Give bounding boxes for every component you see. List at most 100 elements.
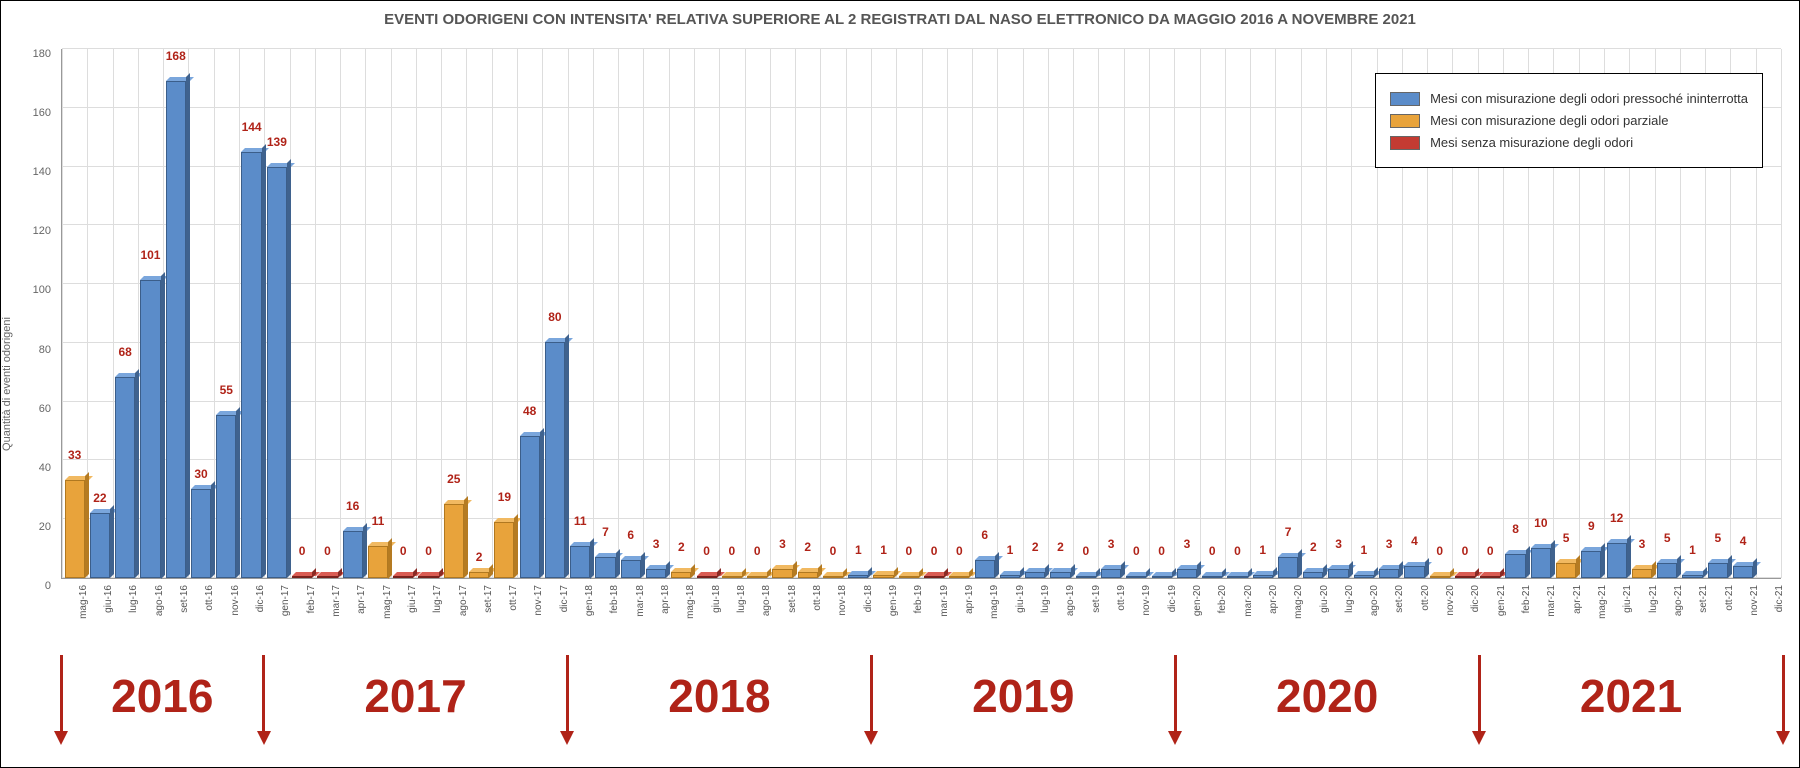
bar-value-label: 1 — [1259, 543, 1266, 557]
bar — [418, 576, 438, 578]
bar-value-label: 0 — [1487, 544, 1494, 558]
x-tick-label: apr-19 — [964, 585, 975, 614]
bar — [848, 575, 868, 578]
bar — [520, 436, 540, 578]
bar-value-label: 12 — [1610, 511, 1623, 525]
bar — [873, 575, 893, 578]
bar — [899, 576, 919, 578]
bar — [646, 569, 666, 578]
x-tick-label: lug-21 — [1648, 585, 1659, 613]
bar — [747, 576, 767, 578]
bar-value-label: 19 — [498, 490, 511, 504]
x-tick-label: ott-21 — [1724, 585, 1735, 611]
x-tick-label: lug-20 — [1344, 585, 1355, 613]
bar — [1379, 569, 1399, 578]
bar — [494, 522, 514, 578]
bar-value-label: 0 — [1234, 544, 1241, 558]
bar-value-label: 1 — [1007, 543, 1014, 557]
bar-value-label: 3 — [653, 537, 660, 551]
bar — [1025, 572, 1045, 578]
bar — [90, 513, 110, 578]
bar-value-label: 2 — [476, 550, 483, 564]
bar — [317, 576, 337, 578]
bar — [1657, 563, 1677, 578]
bar — [241, 152, 261, 578]
x-tick-label: mar-21 — [1546, 585, 1557, 617]
bar-value-label: 2 — [804, 540, 811, 554]
bar — [140, 280, 160, 579]
bar — [1202, 576, 1222, 578]
bar-value-label: 0 — [703, 544, 710, 558]
x-tick-label: apr-21 — [1572, 585, 1583, 614]
bar — [1328, 569, 1348, 578]
bar-value-label: 0 — [956, 544, 963, 558]
bar-value-label: 1 — [880, 543, 887, 557]
legend-item-orange: Mesi con misurazione degli odori parzial… — [1390, 113, 1748, 128]
bar-value-label: 4 — [1740, 534, 1747, 548]
bar — [545, 342, 565, 578]
x-axis-labels: mag-16giu-16lug-16ago-16set-16ott-16nov-… — [61, 585, 1781, 645]
x-tick-label: ott-16 — [204, 585, 215, 611]
x-tick-label: lug-16 — [128, 585, 139, 613]
x-tick-label: gen-20 — [1192, 585, 1203, 616]
bar-value-label: 0 — [324, 544, 331, 558]
bar-value-label: 3 — [1639, 537, 1646, 551]
bar-value-label: 9 — [1588, 519, 1595, 533]
bar-value-label: 5 — [1714, 531, 1721, 545]
legend: Mesi con misurazione degli odori pressoc… — [1375, 73, 1763, 168]
x-tick-label: dic-16 — [255, 585, 266, 612]
bar — [1278, 557, 1298, 578]
y-axis-label: Quantità di eventi odorigeni — [1, 317, 13, 451]
x-tick-label: mar-18 — [635, 585, 646, 617]
bar — [1404, 566, 1424, 578]
x-tick-label: nov-16 — [230, 585, 241, 616]
bar-value-label: 5 — [1563, 531, 1570, 545]
y-tick: 40 — [1, 462, 57, 474]
bar-value-label: 6 — [981, 528, 988, 542]
y-tick: 140 — [1, 166, 57, 178]
x-tick-label: dic-18 — [863, 585, 874, 612]
bar — [469, 572, 489, 578]
bar-value-label: 8 — [1512, 522, 1519, 536]
y-tick: 20 — [1, 521, 57, 533]
bar — [292, 576, 312, 578]
x-tick-label: giu-16 — [103, 585, 114, 613]
x-tick-label: lug-18 — [736, 585, 747, 613]
x-tick-label: mar-17 — [331, 585, 342, 617]
bar-value-label: 2 — [678, 540, 685, 554]
bar — [570, 546, 590, 579]
bar-value-label: 3 — [1335, 537, 1342, 551]
bar-value-label: 0 — [400, 544, 407, 558]
bar-value-label: 7 — [1285, 525, 1292, 539]
bar-value-label: 25 — [447, 472, 460, 486]
bar — [216, 415, 236, 578]
bar — [444, 504, 464, 578]
legend-label-blue: Mesi con misurazione degli odori pressoc… — [1430, 91, 1748, 106]
bar — [1708, 563, 1728, 578]
year-label: 2017 — [364, 669, 466, 723]
y-tick: 120 — [1, 225, 57, 237]
bar — [65, 480, 85, 578]
x-tick-label: ago-19 — [1065, 585, 1076, 616]
bar-value-label: 0 — [1158, 544, 1165, 558]
bar — [975, 560, 995, 578]
bar — [722, 576, 742, 578]
x-tick-label: set-21 — [1698, 585, 1709, 613]
bar-value-label: 3 — [1386, 537, 1393, 551]
year-label: 2020 — [1276, 669, 1378, 723]
year-label: 2021 — [1580, 669, 1682, 723]
chart-container: EVENTI ODORIGENI CON INTENSITA' RELATIVA… — [0, 0, 1800, 768]
bar-value-label: 30 — [194, 467, 207, 481]
bar — [343, 531, 363, 578]
bar — [1177, 569, 1197, 578]
x-tick-label: feb-20 — [1217, 585, 1228, 613]
x-tick-label: apr-17 — [356, 585, 367, 614]
x-tick-label: nov-20 — [1445, 585, 1456, 616]
legend-swatch-orange — [1390, 114, 1420, 128]
bar-value-label: 7 — [602, 525, 609, 539]
year-label: 2016 — [111, 669, 213, 723]
legend-item-blue: Mesi con misurazione degli odori pressoc… — [1390, 91, 1748, 106]
y-tick: 80 — [1, 344, 57, 356]
bar-value-label: 0 — [1209, 544, 1216, 558]
bar — [924, 576, 944, 578]
